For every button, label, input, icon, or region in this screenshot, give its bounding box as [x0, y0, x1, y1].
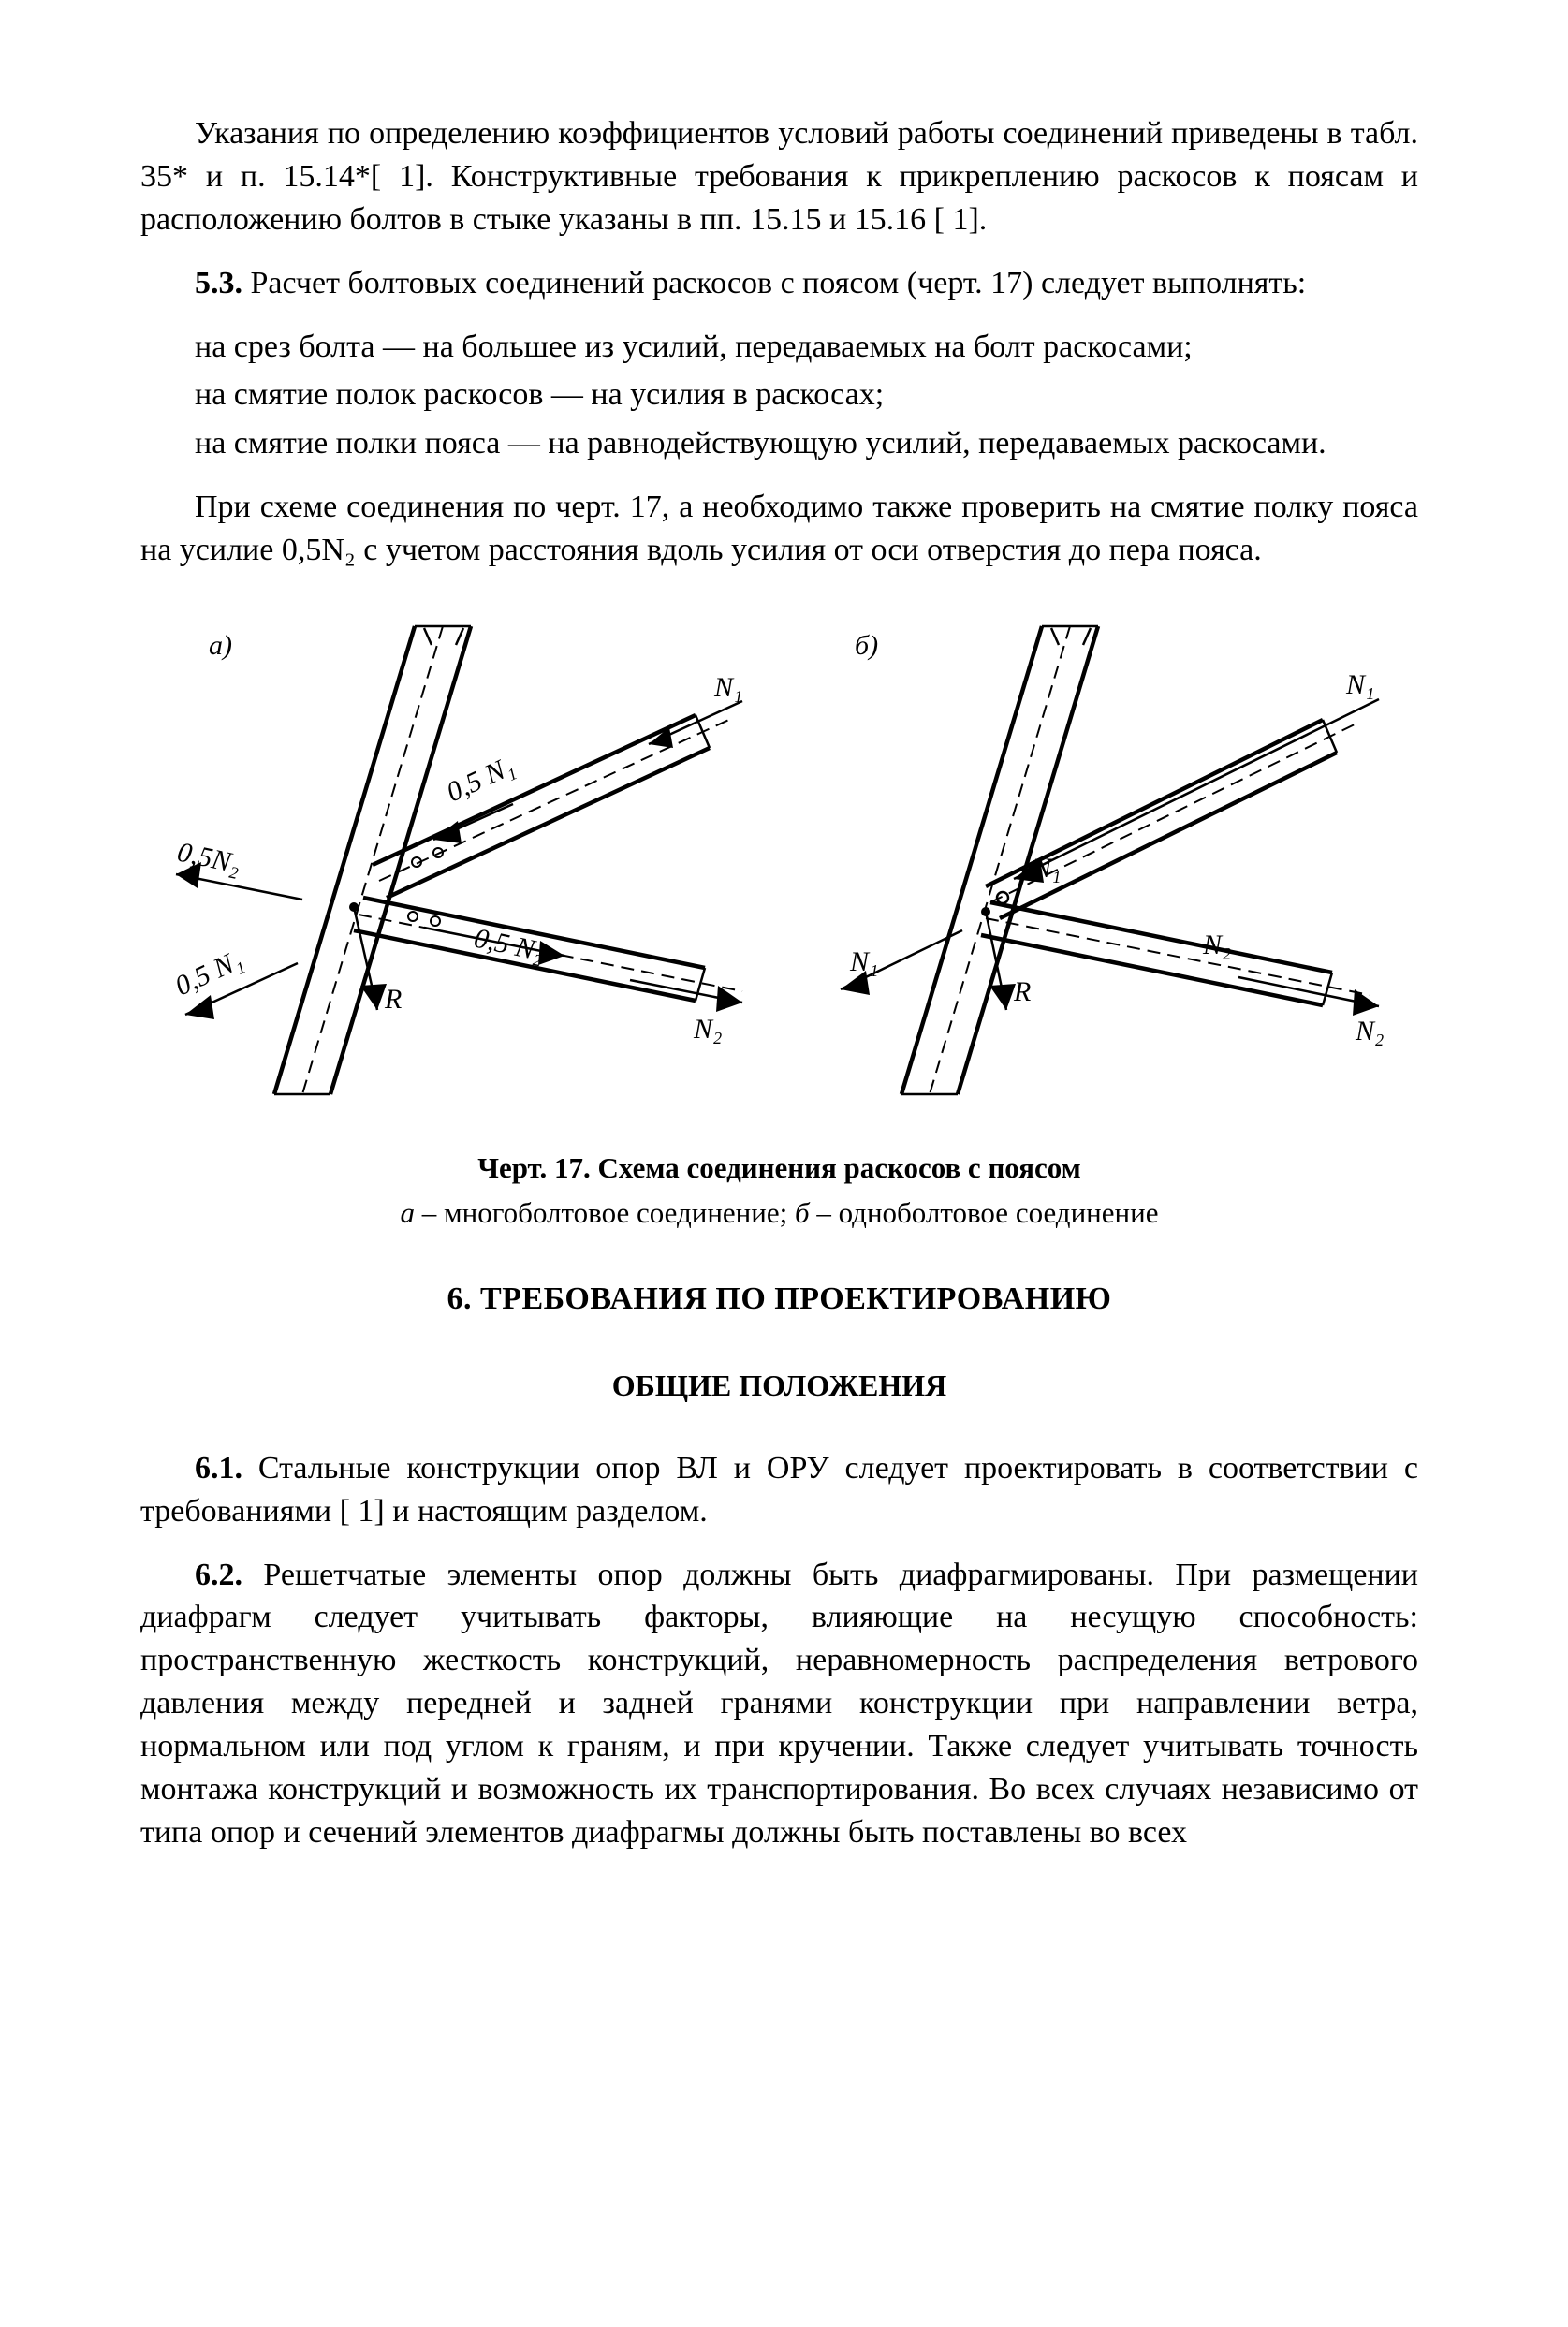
label-b: б)	[855, 630, 878, 661]
subitem-2: на смятие полок раскосов — на усилия в р…	[140, 373, 1418, 417]
figure-17-caption: Черт. 17. Схема соединения раскосов с по…	[140, 1149, 1418, 1188]
clause-6-1-text: Стальные конструкции опор ВЛ и ОРУ следу…	[140, 1451, 1418, 1529]
label-N1-out-b: N₁	[849, 946, 878, 977]
label-N1-b: N₁	[1345, 669, 1374, 700]
label-N2-a: N₂	[693, 1014, 722, 1045]
label-a: а)	[209, 630, 232, 661]
figure-17: а)	[140, 607, 1418, 1233]
paragraph-intro: Указания по определению коэффициентов ус…	[140, 112, 1418, 241]
label-R-a: R	[384, 984, 402, 1015]
label-N2-b-mid: N₂	[1202, 929, 1231, 960]
paragraph-5-3: 5.3. Расчет болтовых соединений раскосов…	[140, 262, 1418, 305]
section-6-subhead: ОБЩИЕ ПОЛОЖЕНИЯ	[140, 1366, 1418, 1406]
label-05N1-lower-a: 0,5 N₁	[170, 944, 247, 1003]
subitem-1: на срез болта — на большее из усилий, пе…	[140, 326, 1418, 369]
label-N1-joint-top-b: N₁	[1032, 853, 1061, 884]
subitem-3: на смятие полки пояса — на равнодействую…	[140, 422, 1418, 465]
figure-17-svg: а)	[143, 607, 1416, 1132]
figure-sub-b: б	[795, 1196, 810, 1229]
figure-sub-mid1: – многоболтовое соединение;	[415, 1196, 795, 1229]
clause-6-2-text: Решетчатые элементы опор должны быть диа…	[140, 1558, 1418, 1850]
clause-5-3-text: Расчет болтовых соединений раскосов с по…	[242, 266, 1306, 300]
label-N2-b-outer: N₂	[1355, 1016, 1384, 1046]
paragraph-5-3-note: При схеме соединения по черт. 17, а необ…	[140, 486, 1418, 572]
clause-6-1-lead: 6.1.	[195, 1451, 242, 1485]
figure-17-subcaption: а – многоболтовое соединение; б – однобо…	[140, 1193, 1418, 1233]
subfigure-b: б)	[841, 626, 1384, 1094]
label-05N2-right-a: 0,5 N₂	[471, 923, 547, 968]
section-6-head: 6. ТРЕБОВАНИЯ ПО ПРОЕКТИРОВАНИЮ	[140, 1278, 1418, 1321]
document-page: Указания по определению коэффициентов ус…	[0, 0, 1568, 2327]
label-R-b: R	[1013, 976, 1031, 1007]
label-N1-a: N₁	[713, 672, 742, 703]
subfigure-a: а)	[170, 626, 742, 1094]
clause-6-2-lead: 6.2.	[195, 1558, 242, 1592]
label-05N1-upper-a: 0,5 N₁	[442, 751, 519, 809]
figure-sub-mid2: – одноболтовое соединение	[810, 1196, 1159, 1229]
clause-5-3-lead: 5.3.	[195, 266, 242, 300]
paragraph-6-1: 6.1. Стальные конструкции опор ВЛ и ОРУ …	[140, 1447, 1418, 1533]
figure-sub-a: а	[401, 1196, 416, 1229]
paragraph-6-2: 6.2. Решетчатые элементы опор должны быт…	[140, 1554, 1418, 1854]
